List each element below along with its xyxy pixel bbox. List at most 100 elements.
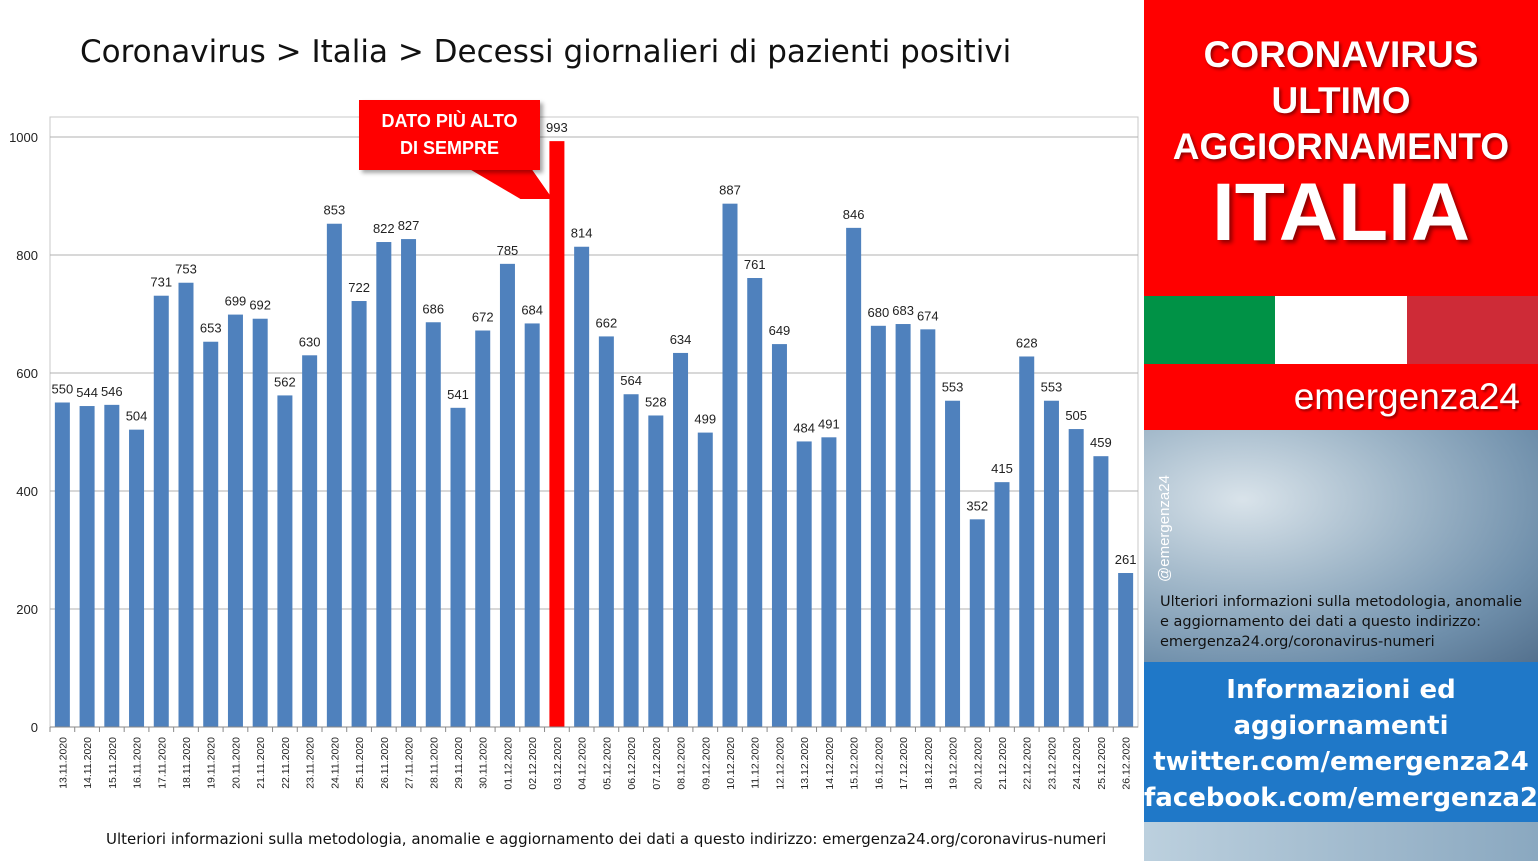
x-tick-label: 08.12.2020 — [676, 737, 688, 790]
background-photo — [1144, 430, 1538, 662]
x-tick-label: 27.11.2020 — [404, 737, 416, 789]
bar — [401, 239, 417, 727]
bar — [821, 437, 837, 727]
x-tick-label: 21.11.2020 — [255, 737, 267, 789]
brand-name: emergenza24 — [1144, 364, 1538, 430]
bar — [178, 282, 194, 727]
bar — [227, 314, 243, 727]
header-line-2: ULTIMO — [1271, 80, 1411, 121]
data-label: 684 — [521, 302, 543, 317]
x-tick-label: 23.12.2020 — [1046, 737, 1058, 790]
bar — [54, 402, 70, 727]
twitter-handle: @emergenza24 — [1156, 475, 1173, 582]
data-label: 528 — [645, 394, 667, 409]
x-tick-label: 18.11.2020 — [181, 737, 193, 789]
data-label: 822 — [373, 221, 395, 236]
data-label: 649 — [769, 323, 791, 338]
data-label: 785 — [497, 243, 519, 258]
x-tick-label: 17.11.2020 — [156, 737, 168, 789]
data-label: 827 — [398, 218, 420, 233]
flag-green — [1144, 296, 1276, 364]
data-label: 484 — [793, 420, 815, 435]
data-label: 504 — [126, 409, 148, 424]
data-label: 699 — [225, 294, 247, 309]
x-tick-label: 28.11.2020 — [428, 737, 440, 789]
data-label: 546 — [101, 384, 123, 399]
bar — [252, 318, 268, 727]
bar — [747, 278, 763, 727]
callout-line-1: DATO PIÙ ALTO — [381, 111, 518, 131]
x-tick-label: 29.11.2020 — [453, 737, 465, 789]
x-tick-label: 06.12.2020 — [626, 737, 638, 790]
x-tick-label: 11.12.2020 — [750, 737, 762, 789]
bar — [598, 336, 614, 727]
x-tick-label: 20.11.2020 — [230, 737, 242, 789]
facebook-link[interactable]: facebook.com/emergenza24 — [1144, 783, 1538, 813]
y-tick-label: 800 — [16, 248, 38, 263]
data-label: 662 — [596, 315, 618, 330]
y-tick-label: 0 — [31, 720, 38, 735]
bar — [475, 330, 491, 727]
bar — [302, 355, 318, 727]
x-tick-label: 10.12.2020 — [725, 737, 737, 790]
x-tick-label: 21.12.2020 — [997, 737, 1009, 790]
y-tick-label: 600 — [16, 366, 38, 381]
data-label: 846 — [843, 207, 865, 222]
panel-info-line-2: e aggiornamento dei dati a questo indiri… — [1160, 614, 1482, 630]
y-tick-label: 200 — [16, 602, 38, 617]
data-label: 674 — [917, 308, 939, 323]
panel-info-line-3[interactable]: emergenza24.org/coronavirus-numeri — [1160, 634, 1435, 650]
data-label: 541 — [447, 387, 469, 402]
data-label: 814 — [571, 226, 593, 241]
data-label: 753 — [175, 262, 197, 277]
bar — [870, 325, 886, 727]
x-tick-label: 04.12.2020 — [577, 737, 589, 790]
bar — [920, 329, 936, 727]
header-line-3: AGGIORNAMENTO — [1172, 126, 1510, 167]
x-tick-label: 13.11.2020 — [57, 737, 69, 789]
header-line-1: CORONAVIRUS — [1203, 34, 1479, 75]
bar — [846, 227, 862, 728]
bar — [722, 203, 738, 728]
x-tick-label: 12.12.2020 — [774, 737, 786, 790]
flag-red — [1406, 296, 1538, 364]
data-label: 544 — [76, 385, 98, 400]
x-tick-label: 01.12.2020 — [502, 737, 514, 790]
data-label: 352 — [966, 498, 988, 513]
x-tick-label: 15.12.2020 — [849, 737, 861, 790]
x-tick-label: 19.12.2020 — [948, 737, 960, 790]
data-label: 628 — [1016, 335, 1038, 350]
x-tick-label: 26.12.2020 — [1121, 737, 1133, 790]
data-label: 505 — [1065, 408, 1087, 423]
bar — [549, 141, 565, 727]
bar — [277, 395, 293, 727]
bar — [153, 295, 169, 727]
callout-line-2: DI SEMPRE — [399, 138, 500, 158]
x-tick-label: 05.12.2020 — [601, 737, 613, 790]
data-label: 993 — [546, 120, 568, 135]
x-tick-label: 26.11.2020 — [379, 737, 391, 789]
twitter-link[interactable]: twitter.com/emergenza24 — [1153, 747, 1529, 777]
data-label: 761 — [744, 257, 766, 272]
data-label: 564 — [620, 373, 642, 388]
data-label: 550 — [52, 382, 74, 397]
bar — [994, 482, 1010, 727]
x-tick-label: 18.12.2020 — [923, 737, 935, 790]
bar — [425, 322, 441, 727]
bar — [79, 406, 95, 727]
header-country: ITALIA — [1211, 167, 1471, 258]
data-label: 553 — [1041, 380, 1063, 395]
side-panel: CORONAVIRUS ULTIMO AGGIORNAMENTO ITALIA … — [1144, 0, 1538, 861]
bar — [1118, 573, 1134, 727]
bar — [326, 223, 342, 728]
info-box-line-2: aggiornamenti — [1233, 711, 1449, 741]
data-label: 853 — [324, 203, 346, 218]
data-label: 491 — [818, 416, 840, 431]
bar — [771, 344, 787, 727]
x-tick-label: 17.12.2020 — [898, 737, 910, 790]
highest-value-callout: DATO PIÙ ALTO DI SEMPRE — [359, 100, 540, 170]
x-tick-label: 16.12.2020 — [873, 737, 885, 790]
bar — [796, 441, 812, 727]
x-tick-label: 30.11.2020 — [478, 737, 490, 789]
data-label: 683 — [892, 303, 914, 318]
